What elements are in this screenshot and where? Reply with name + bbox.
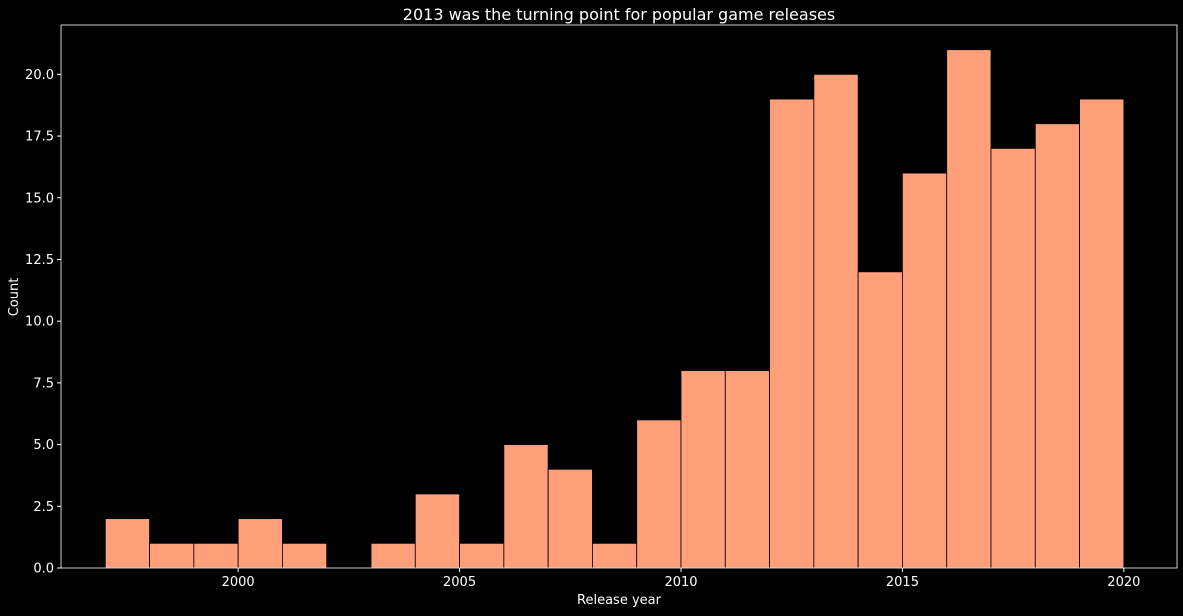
histogram-bar-7	[414, 493, 460, 569]
histogram-bar-3	[237, 518, 283, 569]
histogram-bar-16	[813, 73, 859, 569]
histogram-bar-6	[370, 542, 416, 569]
y-tick-label-0: 0.0	[33, 562, 54, 577]
x-tick-label-3: 2015	[886, 575, 919, 590]
histogram-bar-21	[1034, 123, 1080, 569]
histogram-bar-0	[104, 518, 150, 569]
y-axis-ticks: 0.0 2.5 5.0 7.5 10.0 12.5 15.0 17.5 20.0	[25, 68, 61, 577]
histogram-bar-8	[459, 542, 505, 569]
x-tick-label-2: 2010	[664, 575, 697, 590]
y-tick-label-8: 20.0	[25, 68, 54, 83]
histogram-bar-4	[282, 542, 328, 569]
histogram-bar-9	[503, 444, 549, 569]
chart-title: 2013 was the turning point for popular g…	[403, 5, 835, 24]
y-tick-label-2: 5.0	[33, 438, 54, 453]
y-tick-label-6: 15.0	[25, 191, 54, 206]
histogram-bar-19	[946, 49, 992, 569]
y-tick-label-3: 7.5	[33, 376, 54, 391]
y-axis-label: Count	[7, 278, 22, 317]
histogram-bar-22	[1079, 98, 1125, 569]
histogram-bar-2	[193, 542, 239, 569]
y-tick-label-4: 10.0	[25, 315, 54, 330]
x-tick-label-4: 2020	[1107, 575, 1140, 590]
x-tick-label-0: 2000	[222, 575, 255, 590]
histogram-bar-1	[149, 542, 195, 569]
y-tick-label-5: 12.5	[25, 253, 54, 268]
histogram-bar-15	[769, 98, 815, 569]
histogram-bar-12	[636, 419, 682, 569]
histogram-bar-18	[902, 172, 948, 569]
plot-frame	[60, 24, 1178, 569]
histogram-bar-17	[857, 271, 903, 569]
histogram-bar-13	[680, 370, 726, 569]
histogram-bar-10	[547, 468, 593, 569]
histogram-bar-11	[592, 542, 638, 569]
x-axis-label: Release year	[577, 593, 662, 608]
bars-layer	[104, 49, 1125, 569]
y-tick-label-7: 17.5	[25, 130, 54, 145]
y-tick-label-1: 2.5	[33, 500, 54, 515]
histogram-bar-20	[990, 148, 1036, 569]
x-tick-label-1: 2005	[443, 575, 476, 590]
x-axis-ticks: 2000 2005 2010 2015 2020	[222, 568, 1140, 590]
histogram-bar-14	[724, 370, 770, 569]
